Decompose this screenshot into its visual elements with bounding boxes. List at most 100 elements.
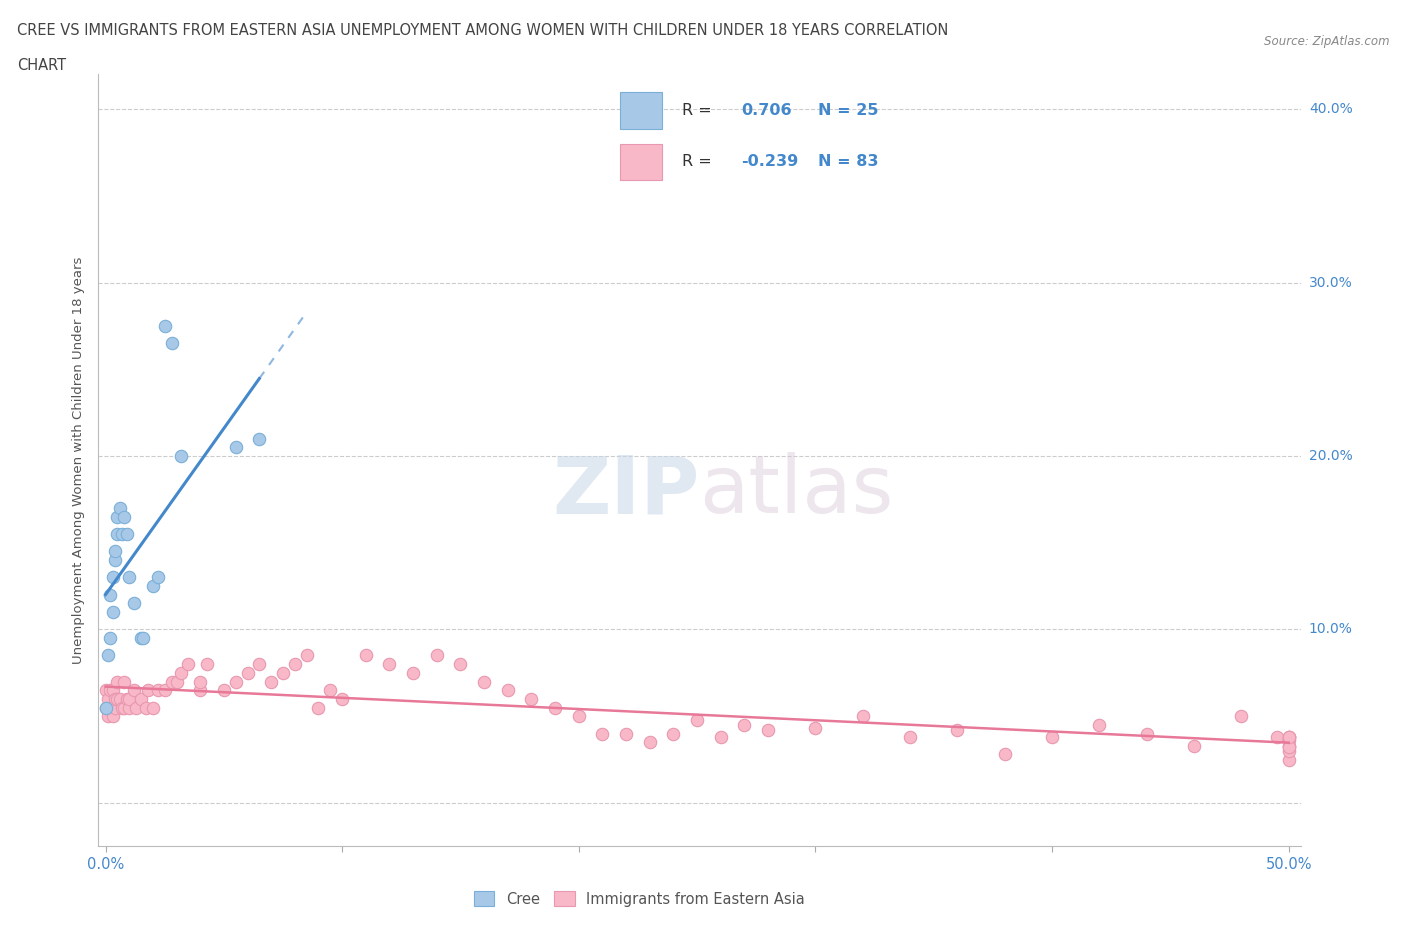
Point <box>101 604 124 619</box>
Point <box>354 648 377 663</box>
Point <box>153 318 176 333</box>
Point <box>188 674 211 689</box>
Point <box>97 648 120 663</box>
Point <box>1278 729 1301 744</box>
Point <box>1278 740 1301 755</box>
Text: N = 25: N = 25 <box>818 103 879 118</box>
Point <box>1278 729 1301 744</box>
Point <box>260 674 283 689</box>
Point <box>94 700 117 715</box>
Point <box>104 691 127 706</box>
Y-axis label: Unemployment Among Women with Children Under 18 years: Unemployment Among Women with Children U… <box>72 257 86 664</box>
Point <box>94 700 117 715</box>
Point <box>568 709 591 724</box>
Point <box>472 674 495 689</box>
Point <box>101 683 124 698</box>
Point <box>733 717 755 732</box>
Point <box>115 526 138 541</box>
Point <box>177 657 200 671</box>
Text: CREE VS IMMIGRANTS FROM EASTERN ASIA UNEMPLOYMENT AMONG WOMEN WITH CHILDREN UNDE: CREE VS IMMIGRANTS FROM EASTERN ASIA UNE… <box>17 23 948 38</box>
Point <box>662 726 685 741</box>
Point <box>170 665 193 680</box>
Point <box>426 648 449 663</box>
Point <box>1040 729 1063 744</box>
Point <box>111 526 134 541</box>
Point <box>1182 738 1205 753</box>
Point <box>319 683 342 698</box>
Point <box>142 578 165 593</box>
Point <box>108 691 131 706</box>
Point <box>98 683 121 698</box>
Point <box>98 588 121 603</box>
Point <box>146 570 169 585</box>
Text: -0.239: -0.239 <box>741 154 799 169</box>
Text: CHART: CHART <box>17 58 66 73</box>
Point <box>104 552 127 567</box>
Point <box>135 700 157 715</box>
Point <box>1088 717 1111 732</box>
Point <box>756 723 779 737</box>
Point <box>160 674 183 689</box>
Point <box>153 683 176 698</box>
Point <box>97 691 120 706</box>
Text: 10.0%: 10.0% <box>1309 622 1353 636</box>
Text: Source: ZipAtlas.com: Source: ZipAtlas.com <box>1264 35 1389 48</box>
Point <box>160 336 183 351</box>
Point <box>247 657 270 671</box>
Point <box>450 657 472 671</box>
Point <box>122 683 145 698</box>
Point <box>946 723 969 737</box>
Point <box>125 700 148 715</box>
Point <box>236 665 259 680</box>
Point <box>378 657 401 671</box>
Point <box>544 700 567 715</box>
Text: atlas: atlas <box>699 452 894 530</box>
Point <box>212 683 235 698</box>
Point <box>101 570 124 585</box>
Point <box>284 657 307 671</box>
Point <box>105 691 128 706</box>
FancyBboxPatch shape <box>620 143 662 180</box>
Point <box>118 691 141 706</box>
Point <box>638 735 661 750</box>
Point <box>308 700 330 715</box>
Point <box>614 726 637 741</box>
Point <box>994 747 1017 762</box>
Text: R =: R = <box>682 103 713 118</box>
Point <box>1278 743 1301 758</box>
Point <box>101 709 124 724</box>
Point <box>1230 709 1253 724</box>
Point <box>115 691 138 706</box>
Point <box>98 631 121 645</box>
Point <box>1278 729 1301 744</box>
Point <box>104 700 127 715</box>
Text: 20.0%: 20.0% <box>1309 449 1353 463</box>
Point <box>170 448 193 463</box>
Point <box>118 570 141 585</box>
Point <box>98 700 121 715</box>
Point <box>129 631 152 645</box>
Text: 30.0%: 30.0% <box>1309 275 1353 289</box>
Point <box>118 700 141 715</box>
Point <box>1278 752 1301 767</box>
Point <box>1136 726 1159 741</box>
Point <box>295 648 318 663</box>
Text: 40.0%: 40.0% <box>1309 102 1353 116</box>
Point <box>330 691 353 706</box>
FancyBboxPatch shape <box>620 92 662 128</box>
Text: R =: R = <box>682 154 713 169</box>
Point <box>105 526 128 541</box>
Point <box>94 683 117 698</box>
Point <box>97 709 120 724</box>
Point <box>114 674 136 689</box>
Point <box>591 726 613 741</box>
Text: 0.706: 0.706 <box>741 103 792 118</box>
Point <box>1278 740 1301 755</box>
Point <box>104 544 127 559</box>
Point <box>166 674 188 689</box>
Text: ZIP: ZIP <box>553 452 699 530</box>
Text: N = 83: N = 83 <box>818 154 879 169</box>
Point <box>132 631 155 645</box>
Point <box>247 432 270 446</box>
Point <box>496 683 519 698</box>
